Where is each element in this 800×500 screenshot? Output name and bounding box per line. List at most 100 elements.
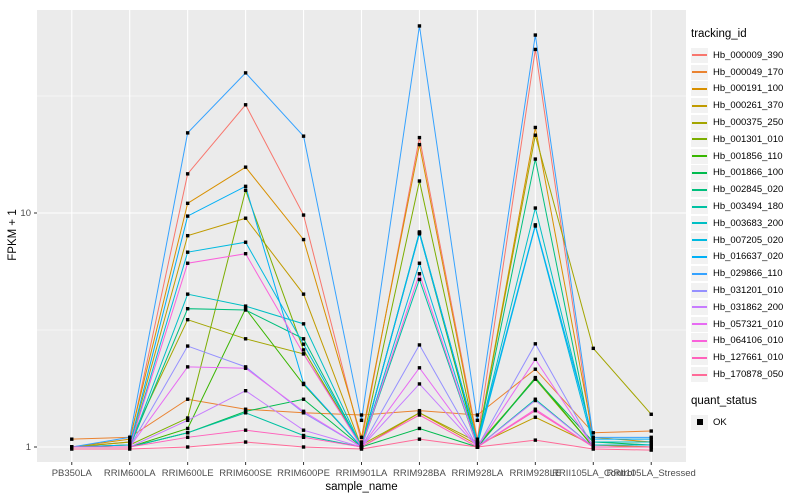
- tracking-id-legend-items: Hb_000009_390 Hb_000049_170 Hb_000191_100 H…: [691, 47, 799, 383]
- data-point: [243, 389, 248, 393]
- data-point: [417, 272, 422, 276]
- x-tick-label: RRIM600LA: [104, 468, 156, 479]
- legend-item-Hb_000375_250: Hb_000375_250: [691, 114, 799, 131]
- data-point: [185, 365, 190, 369]
- data-point: [417, 232, 422, 236]
- data-point: [70, 437, 74, 441]
- data-point: [243, 251, 248, 256]
- line-swatch: [692, 356, 707, 359]
- data-point: [359, 447, 364, 451]
- data-point: [649, 448, 653, 452]
- line-key-box: [691, 350, 708, 366]
- legend-item-label: Hb_003494_180: [713, 201, 784, 213]
- data-point: [243, 165, 248, 169]
- line-key-box: [691, 299, 708, 315]
- data-point: [301, 322, 306, 326]
- data-point: [301, 237, 306, 242]
- legend-item-Hb_002845_020: Hb_002845_020: [691, 181, 799, 198]
- data-point: [128, 440, 132, 444]
- line-swatch: [692, 155, 707, 158]
- legend-item-label: Hb_001866_100: [713, 167, 784, 179]
- data-point: [185, 292, 190, 296]
- legend-item-label: Hb_000009_390: [713, 49, 784, 61]
- data-point: [301, 409, 306, 414]
- line-swatch: [692, 339, 707, 342]
- line-key-box: [691, 81, 708, 97]
- line-key-box: [691, 249, 708, 265]
- line-swatch: [692, 54, 707, 57]
- data-point: [533, 367, 538, 371]
- data-point: [243, 240, 248, 244]
- legend-item-Hb_001856_110: Hb_001856_110: [691, 148, 799, 165]
- data-point: [70, 445, 74, 449]
- legend-item-Hb_000191_100: Hb_000191_100: [691, 81, 799, 98]
- legend-item-label: Hb_127661_010: [713, 352, 784, 364]
- data-point: [533, 125, 538, 130]
- data-point: [649, 445, 653, 449]
- data-point: [185, 435, 190, 440]
- data-point: [417, 408, 422, 413]
- data-point: [533, 398, 538, 403]
- data-point: [301, 213, 306, 217]
- data-point: [591, 443, 595, 447]
- line-swatch: [692, 171, 707, 174]
- x-tick-label: RRII105LA_Stressed: [607, 468, 696, 479]
- data-point: [185, 344, 190, 348]
- data-point: [128, 443, 132, 447]
- data-point: [591, 437, 595, 441]
- data-point: [417, 437, 422, 441]
- data-point: [649, 412, 653, 416]
- data-point: [243, 308, 248, 312]
- data-point: [359, 413, 364, 417]
- data-point: [417, 366, 422, 370]
- data-point: [417, 343, 422, 347]
- legend-item-Hb_001866_100: Hb_001866_100: [691, 165, 799, 182]
- data-point: [417, 24, 422, 28]
- data-point: [128, 447, 132, 451]
- data-point: [185, 131, 190, 135]
- data-point: [243, 428, 248, 432]
- legend-item-label: Hb_064106_010: [713, 335, 784, 347]
- x-tick-label: RRIM600PE: [277, 468, 330, 479]
- x-tick-label: RRII105LA_Control: [552, 468, 634, 479]
- data-point: [185, 233, 190, 238]
- data-point: [243, 188, 248, 193]
- legend-item-Hb_057321_010: Hb_057321_010: [691, 316, 799, 333]
- data-point: [475, 445, 480, 449]
- legend-item-label: Hb_031862_200: [713, 301, 784, 313]
- data-point: [649, 429, 653, 433]
- line-swatch: [692, 323, 707, 326]
- legend-item-Hb_031862_200: Hb_031862_200: [691, 299, 799, 316]
- data-point: [533, 342, 538, 346]
- quant-status-legend-item: OK: [691, 414, 799, 431]
- point-swatch: [696, 419, 703, 426]
- data-point: [359, 443, 364, 447]
- legend-item-label: Hb_007205_020: [713, 234, 784, 246]
- x-tick-label: RRIM928LE: [509, 468, 561, 479]
- data-point: [475, 418, 480, 423]
- line-swatch: [692, 255, 707, 258]
- line-key-box: [691, 148, 708, 164]
- data-point: [185, 431, 190, 435]
- x-tick-label: RRIM901LA: [336, 468, 388, 479]
- data-point: [301, 435, 306, 440]
- line-key-box: [691, 98, 708, 114]
- data-point: [475, 443, 480, 447]
- legend-item-label: Hb_003683_200: [713, 217, 784, 229]
- data-point: [185, 445, 190, 449]
- data-point: [533, 376, 538, 381]
- legend-item-label: Hb_001856_110: [713, 150, 783, 162]
- data-point: [301, 337, 306, 341]
- data-point: [185, 418, 190, 423]
- line-swatch: [692, 289, 707, 292]
- data-point: [128, 437, 132, 441]
- data-point: [475, 440, 480, 444]
- data-point: [243, 184, 248, 189]
- legend-item-Hb_029866_110: Hb_029866_110: [691, 265, 799, 282]
- line-key-box: [691, 367, 708, 383]
- data-point: [533, 47, 538, 52]
- data-point: [185, 397, 190, 401]
- line-key-box: [691, 333, 708, 349]
